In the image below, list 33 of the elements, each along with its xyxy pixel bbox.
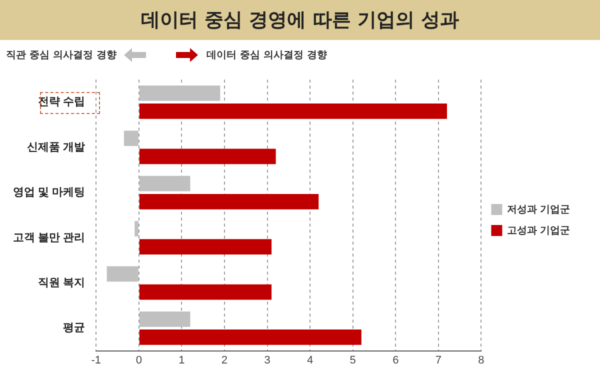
x-tick-label: 3 (264, 354, 270, 366)
y-tick-label: 직원 복지 (38, 277, 86, 290)
bar (139, 176, 190, 192)
y-tick-label: 고객 불만 관리 (12, 232, 86, 244)
x-tick-label: -1 (91, 354, 102, 366)
y-tick-label: 전략 수립 (38, 96, 86, 108)
bar (139, 239, 272, 255)
x-tick-label: 6 (392, 354, 399, 366)
text: 데이터 중심 의사결정 경향 (206, 49, 327, 62)
x-tick-label: 8 (478, 354, 484, 366)
y-tick-label: 영업 및 마케팅 (12, 186, 86, 199)
legend-label: 고성과 기업군 (507, 225, 570, 236)
x-tick-label: 1 (178, 354, 185, 366)
bar (139, 284, 272, 300)
bar (139, 330, 362, 345)
legend-label: 저성과 기업군 (507, 204, 570, 216)
bar (139, 148, 276, 164)
x-tick-label: 7 (435, 354, 442, 366)
chart-title: 데이터 중심 경영에 따른 기업의 성과 (0, 0, 600, 40)
x-tick-label: 0 (136, 354, 142, 366)
y-tick-label: 신제품 개발 (27, 141, 86, 154)
x-tick-label: 2 (221, 354, 228, 366)
bar (139, 194, 319, 210)
bar (106, 266, 138, 282)
bar (139, 85, 220, 101)
bar (134, 221, 138, 236)
x-tick-label: 5 (350, 354, 356, 366)
bar (124, 130, 138, 146)
y-tick-label: 평균 (63, 322, 86, 334)
bar (139, 104, 447, 119)
text: 직관 중심 의사결정 경향 (6, 49, 116, 62)
x-tick-label: 4 (307, 354, 314, 366)
bar (139, 311, 190, 327)
